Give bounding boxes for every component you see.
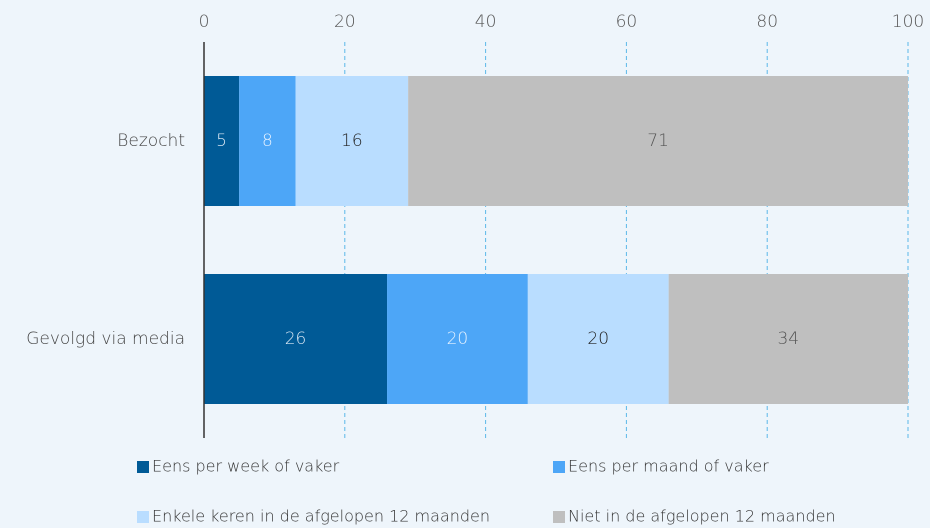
legend-swatch [137,511,149,523]
legend-swatch [553,461,565,473]
legend-label: Enkele keren in de afgelopen 12 maanden [152,507,490,526]
bar-segment [527,274,669,404]
data-label: 20 [587,329,609,349]
legend-label: Eens per maand of vaker [568,457,769,476]
bar-segment [387,274,528,404]
data-label: 26 [285,329,307,349]
x-tick-label: 0 [199,12,210,32]
bar-segment [239,76,296,206]
legend-swatch [553,511,565,523]
x-tick-label: 100 [892,12,924,32]
bar-segment [204,274,388,404]
bar-segment [668,274,908,404]
category-label: Gevolgd via media [26,329,185,349]
data-label: 8 [262,131,273,151]
category-label: Bezocht [117,131,185,151]
x-tick-label: 40 [475,12,497,32]
data-label: 16 [341,131,363,151]
bar-segment [295,76,409,206]
data-label: 5 [216,131,227,151]
x-tick-label: 20 [334,12,356,32]
legend-swatch [137,461,149,473]
data-label: 20 [447,329,469,349]
data-label: 34 [777,329,799,349]
legend-label: Niet in de afgelopen 12 maanden [568,507,836,526]
x-tick-label: 60 [616,12,638,32]
bar-segment [204,76,240,206]
x-tick-label: 80 [756,12,778,32]
bar-segment [408,76,908,206]
legend-label: Eens per week of vaker [152,457,340,476]
data-label: 71 [647,131,669,151]
